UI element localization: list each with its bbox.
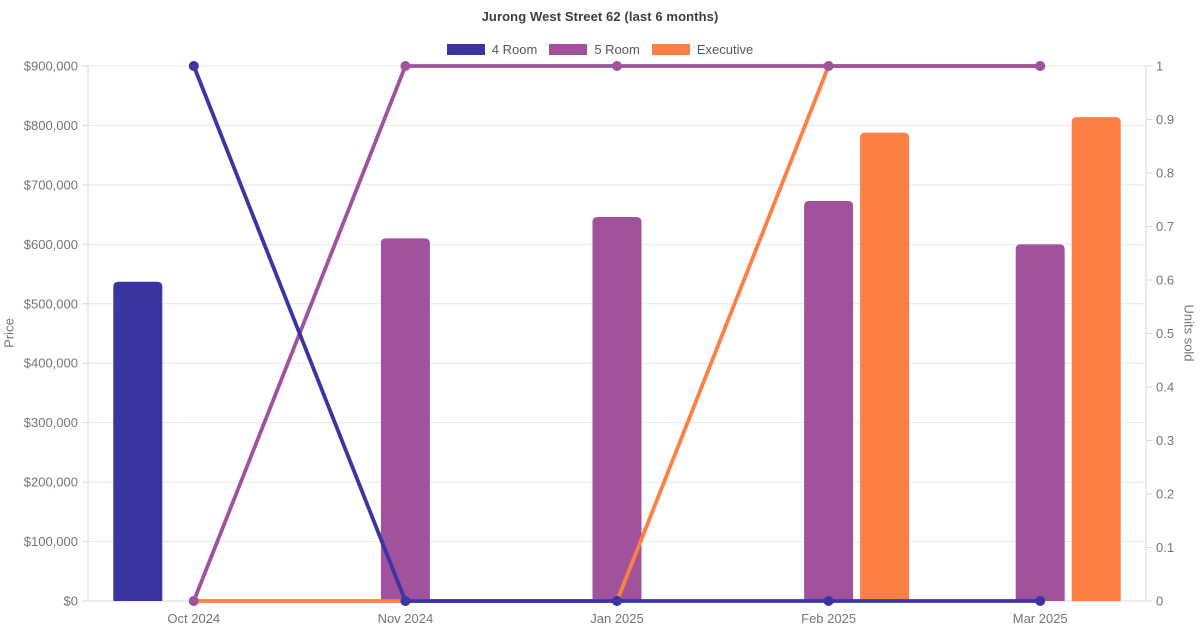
price-bar-5-room <box>1015 244 1065 602</box>
legend-swatch-5-room <box>549 44 588 55</box>
legend-label-4-room: 4 Room <box>491 42 538 57</box>
legend-swatch-executive <box>651 44 690 55</box>
right-tick-label: 0 <box>1156 594 1163 609</box>
right-axis-title: Units sold <box>1181 304 1197 362</box>
right-tick-label: 0.3 <box>1156 433 1174 448</box>
price-bar-5-room <box>380 238 430 601</box>
right-tick-label: 0.6 <box>1156 273 1174 288</box>
right-tick-label: 1 <box>1156 59 1163 74</box>
left-tick-label: $400,000 <box>24 356 78 371</box>
units-sold-point-5-room <box>400 61 411 71</box>
legend-item-4-room: 4 Room <box>446 42 538 57</box>
units-sold-point-4-room <box>1035 596 1046 606</box>
legend-swatch-4-room <box>446 44 485 55</box>
units-sold-point-4-room <box>400 596 411 606</box>
price-bar-executive <box>860 132 910 602</box>
chart-legend: 4 Room 5 Room Executive <box>0 42 1200 57</box>
right-tick-label: 0.8 <box>1156 166 1174 181</box>
units-sold-point-4-room <box>823 596 834 606</box>
left-tick-label: $700,000 <box>24 177 78 192</box>
x-axis-label: Nov 2024 <box>378 611 434 626</box>
x-axis-label: Feb 2025 <box>801 611 856 626</box>
x-axis-label: Jan 2025 <box>590 611 644 626</box>
units-sold-point-4-room <box>188 61 199 71</box>
price-bar-5-room <box>804 200 854 601</box>
left-tick-label: $200,000 <box>24 475 78 490</box>
units-sold-point-4-room <box>612 596 622 606</box>
units-sold-point-5-room <box>1035 61 1046 71</box>
right-tick-label: 0.1 <box>1156 540 1174 555</box>
left-tick-label: $900,000 <box>24 59 78 74</box>
price-bar-executive <box>1071 117 1121 601</box>
left-tick-label: $800,000 <box>24 118 78 133</box>
left-tick-label: $500,000 <box>24 296 78 311</box>
legend-label-5-room: 5 Room <box>594 42 640 57</box>
price-bar-5-room <box>592 216 642 601</box>
units-sold-point-5-room <box>188 596 199 606</box>
x-axis-label: Oct 2024 <box>167 611 220 626</box>
legend-item-executive: Executive <box>651 42 754 57</box>
left-tick-label: $300,000 <box>24 415 78 430</box>
price-bar-4-room <box>113 281 163 601</box>
units-sold-point-5-room <box>823 61 834 71</box>
left-axis-title: Price <box>1 318 17 348</box>
units-sold-point-5-room <box>612 61 622 71</box>
left-tick-label: $600,000 <box>24 237 78 252</box>
left-tick-label: $0 <box>64 594 78 609</box>
left-tick-label: $100,000 <box>24 534 78 549</box>
right-tick-label: 0.7 <box>1156 219 1174 234</box>
chart-title: Jurong West Street 62 (last 6 months) <box>481 9 719 24</box>
right-tick-label: 0.5 <box>1156 326 1174 341</box>
right-tick-label: 0.9 <box>1156 112 1174 127</box>
x-axis-label: Mar 2025 <box>1013 611 1068 626</box>
right-tick-label: 0.2 <box>1156 487 1174 502</box>
legend-item-5-room: 5 Room <box>549 42 640 57</box>
right-tick-label: 0.4 <box>1156 380 1174 395</box>
legend-label-executive: Executive <box>696 42 754 57</box>
